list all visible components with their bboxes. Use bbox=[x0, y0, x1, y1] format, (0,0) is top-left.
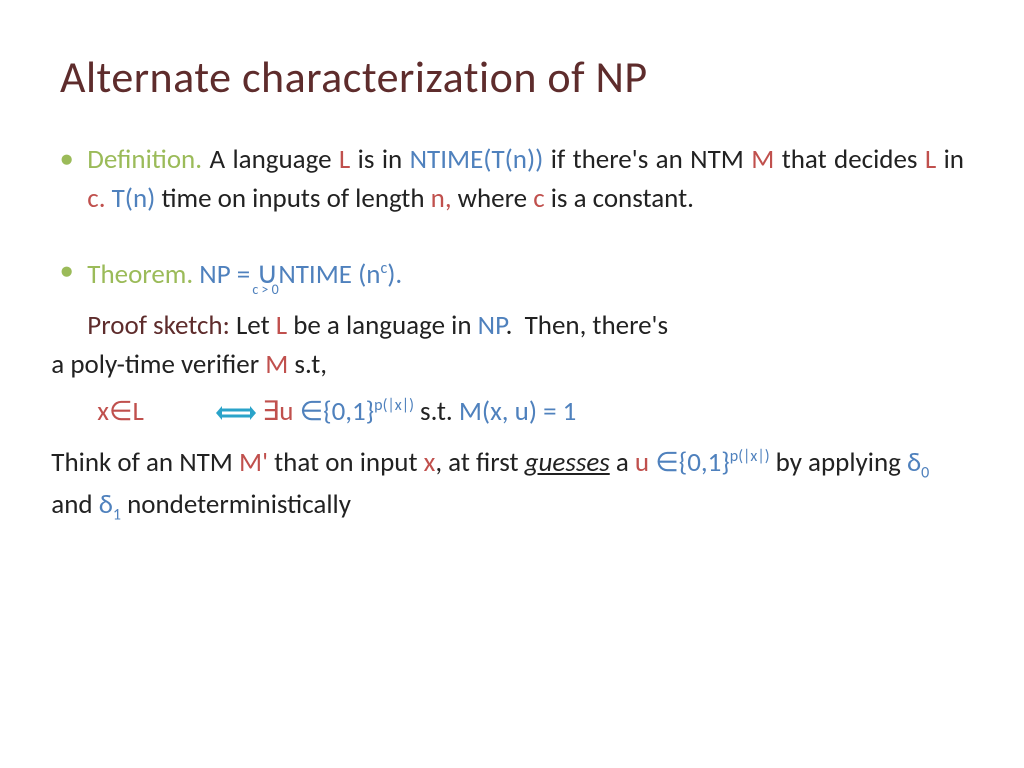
t-think: Think of an NTM bbox=[51, 446, 239, 479]
p4: s.t, bbox=[288, 348, 327, 381]
pofxb: p(|x|) bbox=[730, 447, 770, 466]
mxu: M(x, u) = 1 bbox=[459, 395, 577, 428]
t1: A language bbox=[202, 143, 339, 176]
t5: in bbox=[936, 143, 964, 176]
body-area: ● Definition. A language L is in NTIME(T… bbox=[60, 140, 964, 526]
def-L2: L bbox=[925, 143, 936, 176]
bullet-theorem: ● Theorem. NP = ∪c > 0NTIME (nc). Proof … bbox=[60, 252, 964, 526]
def-M: M bbox=[751, 143, 774, 176]
proof-line-2: a poly-time verifier M s.t, bbox=[51, 345, 964, 384]
input-x: x bbox=[424, 446, 436, 479]
t7: where bbox=[452, 182, 534, 215]
t4: that decides bbox=[774, 143, 925, 176]
eq-np: NP = bbox=[199, 258, 256, 291]
def-Tn: T(n) bbox=[112, 182, 156, 215]
st: s.t. bbox=[414, 395, 459, 428]
eq-ntime: NTIME (n bbox=[278, 258, 380, 291]
t2: is in bbox=[350, 143, 409, 176]
p1: Let bbox=[230, 309, 276, 342]
bullet-content-1: Definition. A language L is in NTIME(T(n… bbox=[87, 140, 964, 218]
def-c2: c bbox=[533, 182, 544, 215]
t3: if there's an NTM bbox=[543, 143, 751, 176]
union-op: ∪c > 0 bbox=[256, 252, 278, 296]
def-n: n, bbox=[431, 182, 452, 215]
in01b: ∈{0,1} bbox=[655, 446, 730, 479]
ntime: NTIME(T(n)) bbox=[410, 143, 544, 176]
delta0-sub: 0 bbox=[921, 464, 929, 483]
theorem-label: Theorem. bbox=[87, 258, 193, 291]
t8: is a constant. bbox=[545, 182, 694, 215]
t-and: and bbox=[51, 488, 98, 521]
t-first: , at first bbox=[435, 446, 524, 479]
bullet-definition: ● Definition. A language L is in NTIME(T… bbox=[60, 140, 964, 218]
guesses-word: guesses bbox=[525, 446, 610, 479]
proof-L: L bbox=[276, 309, 287, 342]
delta1: δ bbox=[99, 488, 113, 521]
proof-NP: NP bbox=[478, 309, 506, 342]
t-apply: by applying bbox=[770, 446, 907, 479]
t-input: that on input bbox=[268, 446, 424, 479]
u-var: u bbox=[635, 446, 649, 479]
proof-sketch-label: Proof sketch: bbox=[87, 309, 230, 342]
slide-title: Alternate characterization of NP bbox=[60, 50, 964, 104]
m-prime: M' bbox=[239, 446, 268, 479]
t-nondet: nondeterministically bbox=[121, 488, 351, 521]
delta1-sub: 1 bbox=[113, 505, 121, 524]
p2: be a language in bbox=[287, 309, 478, 342]
pofx: p(|x|) bbox=[374, 396, 414, 415]
eq-end: ). bbox=[387, 258, 402, 291]
double-arrow-icon bbox=[216, 394, 256, 433]
proof-M: M bbox=[265, 348, 288, 381]
equation-line: x∈L ∃u ∈{0,1}p(|x|) s.t. M(x, u) = 1 bbox=[97, 392, 964, 433]
bullet-content-2: Theorem. NP = ∪c > 0NTIME (nc). Proof sk… bbox=[87, 252, 964, 526]
bullet-mark-icon: ● bbox=[60, 140, 73, 218]
definition-label: Definition. bbox=[87, 143, 202, 176]
slide-container: Alternate characterization of NP ● Defin… bbox=[0, 0, 1024, 768]
proof-para: Proof sketch: Let L be a language in NP.… bbox=[87, 306, 964, 384]
def-c: c. bbox=[87, 182, 105, 215]
exist-u: ∃u bbox=[262, 395, 299, 428]
xinL: x∈L bbox=[97, 395, 144, 428]
union-sub: c > 0 bbox=[252, 280, 278, 300]
delta0: δ bbox=[907, 446, 921, 479]
in01: ∈{0,1} bbox=[300, 395, 375, 428]
p3a: . Then, there's bbox=[506, 309, 669, 342]
t-a: a bbox=[610, 446, 635, 479]
def-L: L bbox=[339, 143, 350, 176]
final-paragraph: Think of an NTM M' that on input x, at f… bbox=[51, 443, 964, 526]
t6: time on inputs of length bbox=[155, 182, 430, 215]
